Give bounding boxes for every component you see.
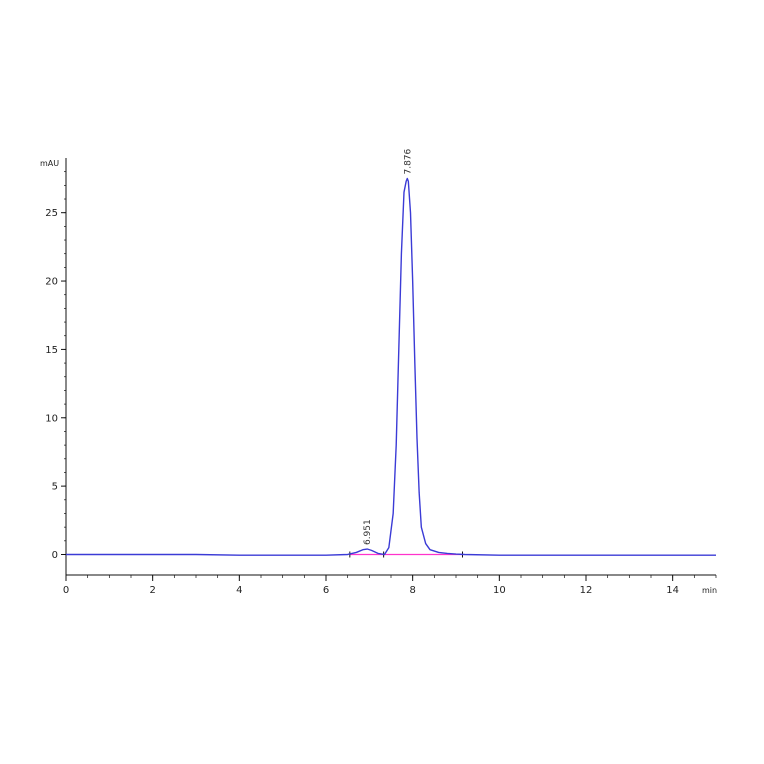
y-axis-label: mAU [40,159,59,168]
x-tick-label: 10 [493,585,506,596]
y-tick-label: 20 [45,277,58,288]
peak-label: 7.876 [403,148,413,174]
axes: 0 5 10 15 20 25 mAU 0 2 4 6 8 10 12 14 min [40,158,717,596]
plot-area: 6.951 7.876 [66,148,716,558]
y-tick-label: 15 [45,345,58,356]
x-tick-label: 0 [63,585,69,596]
peak-label: 6.951 [363,519,373,545]
x-tick-label: 8 [409,585,415,596]
y-tick-label: 0 [52,550,58,561]
y-tick-label: 10 [45,413,58,424]
x-tick-label: 12 [580,585,593,596]
y-tick-label: 25 [45,208,58,219]
y-tick-label: 5 [52,482,58,493]
x-tick-label: 6 [323,585,329,596]
x-tick-label: 2 [149,585,155,596]
x-tick-label: 4 [236,585,242,596]
x-tick-label: 14 [666,585,679,596]
chromatogram-trace [66,177,716,556]
x-axis-label: min [702,586,717,595]
